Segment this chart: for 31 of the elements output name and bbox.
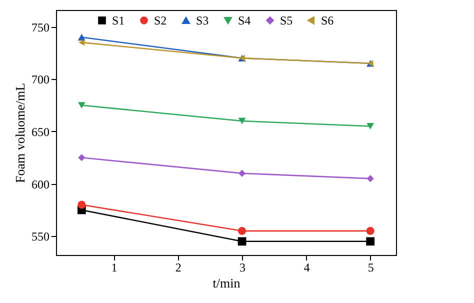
x-tick-label: 1: [111, 260, 118, 274]
point: [238, 226, 246, 235]
x-axis-title: t/min: [212, 276, 241, 290]
point: [78, 154, 86, 162]
point: [366, 175, 374, 182]
point: [78, 200, 86, 209]
x-tick-label: 5: [368, 260, 374, 274]
x-tick-label: 4: [304, 260, 310, 274]
legend-label: S3: [196, 14, 209, 28]
x-tick-label: 3: [240, 260, 246, 274]
y-tick-label: 650: [32, 124, 50, 139]
legend-label: S5: [280, 13, 293, 28]
legend-label: S6: [321, 13, 334, 28]
point: [366, 226, 374, 235]
point: [238, 237, 246, 246]
point: [238, 118, 246, 124]
legend-label: S2: [154, 13, 167, 28]
legend-label: S1: [112, 13, 125, 28]
y-tick-label: 550: [32, 230, 50, 244]
y-axis-title: Foam voluome/mL: [12, 82, 28, 184]
point: [238, 170, 246, 177]
point: [366, 237, 375, 246]
point: [366, 123, 374, 130]
point: [78, 34, 86, 41]
point: [78, 102, 86, 108]
legend-label: S4: [238, 14, 251, 28]
x-tick-label: 2: [175, 260, 182, 274]
point: [78, 39, 85, 46]
y-tick-label: 700: [32, 72, 50, 87]
y-tick-label: 750: [32, 20, 50, 34]
y-tick-label: 600: [32, 177, 50, 192]
